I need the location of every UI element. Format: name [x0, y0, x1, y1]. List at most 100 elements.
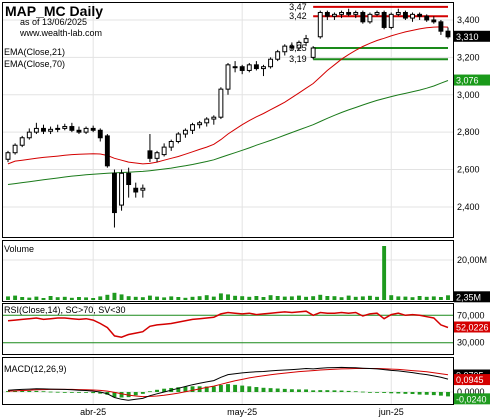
price-tick-label: 2,600 [457, 165, 480, 175]
candle [445, 27, 451, 39]
volume-bar [389, 295, 394, 300]
ema21-line [7, 26, 449, 165]
candle-up-body [388, 13, 394, 28]
price-last-badge: 3,310 [454, 30, 490, 42]
candle-up-body [296, 41, 302, 49]
macd-histogram-bar [311, 390, 316, 392]
volume-title: Volume [4, 244, 34, 254]
candle-down-body [133, 187, 139, 193]
candle [332, 12, 337, 20]
candle-up-body [225, 64, 231, 90]
candle [5, 150, 11, 163]
candle-up-body [83, 127, 89, 133]
macd-histogram-bar [155, 389, 159, 392]
candle-up-body [211, 116, 217, 120]
candle [246, 62, 252, 73]
macd-histogram-bar [389, 392, 394, 394]
level-annotation: 3,47 [289, 2, 307, 12]
volume-bar [261, 297, 266, 300]
candle [303, 34, 309, 47]
volume-bar [424, 296, 429, 300]
candle [225, 62, 231, 95]
candle-down-body [112, 172, 117, 214]
candle [424, 14, 430, 22]
macd-histogram-bar [268, 388, 273, 392]
volume-bars [6, 246, 450, 300]
volume-bar [162, 297, 167, 300]
price-tick-label: 3,000 [457, 90, 480, 100]
macd-title: MACD(12,26,9) [4, 364, 67, 374]
price-tick-label: 2,400 [457, 202, 480, 212]
price-grid [3, 3, 453, 237]
ema70-last-badge: 3,076 [454, 74, 490, 86]
price-ema-lines [7, 26, 449, 185]
candle-down-body [431, 19, 437, 23]
legend-ema70: EMA(Close,70) [4, 59, 65, 69]
candle-up-body [26, 131, 32, 139]
signal-last-badge-text: 0,0945 [456, 375, 484, 385]
date-label: may-25 [227, 407, 257, 417]
volume-tick-label: 20,00M [457, 255, 487, 265]
volume-bar [55, 297, 60, 300]
signal-last-badge-bg [454, 374, 490, 386]
price-tick-label: 2,800 [457, 127, 480, 137]
macd-histogram-bar [375, 392, 379, 393]
macd-histogram-bar [403, 392, 408, 394]
candle [33, 122, 39, 135]
right-axis: 2,400 2,600 2,800 3,000 3,200 3,400 20,00M 70,0… [457, 15, 487, 397]
rsi-grid [3, 304, 453, 354]
candle [353, 10, 359, 19]
volume-bar [282, 296, 287, 300]
volume-bar [34, 296, 39, 300]
candle-down-body [97, 129, 103, 139]
level-annotation: 3,19 [289, 54, 307, 64]
volume-bar [69, 297, 74, 300]
candle-up-body [268, 58, 274, 68]
volume-bar [311, 296, 316, 300]
candle-down-body [69, 126, 75, 131]
macd-histogram-bar [233, 384, 238, 392]
volume-bar [41, 298, 46, 300]
volume-bar [140, 297, 145, 300]
candle-up-body [410, 13, 415, 19]
volume-bar [133, 296, 138, 300]
candle [402, 10, 408, 20]
volume-bar [119, 294, 124, 300]
macd-histogram-bar [367, 392, 372, 393]
volume-bar [254, 296, 259, 300]
candle [324, 10, 330, 20]
candle-up-body [12, 144, 18, 154]
volume-last-badge-bg [454, 291, 490, 303]
macd-histogram-bar [112, 392, 117, 398]
macd-histogram-bar [41, 391, 46, 393]
candle [388, 12, 394, 30]
candle-up-body [119, 172, 124, 206]
rsi-last-badge-bg [454, 321, 490, 333]
candle-down-body [104, 135, 110, 167]
volume-bar [105, 294, 110, 300]
macd-histogram-bar [126, 392, 131, 398]
candle-up-body [332, 13, 337, 17]
candle-up-body [168, 141, 174, 148]
ema70-last-badge-text: 3,076 [456, 76, 479, 86]
candle-up-body [246, 64, 252, 71]
candle [112, 169, 117, 228]
candle-down-body [239, 66, 245, 71]
volume-bar [91, 298, 96, 300]
histogram-last-badge-bg [454, 393, 490, 405]
macd-panel-frame [2, 357, 454, 405]
volume-last-badge: 2,35M [454, 291, 490, 303]
macd-histogram-bar [140, 392, 145, 394]
candle-up-body [282, 45, 288, 53]
candle-down-body [76, 129, 82, 133]
volume-bar [431, 296, 436, 300]
candle [69, 122, 75, 133]
signal-last-badge: 0,0945 [454, 374, 490, 386]
candle-down-body [360, 11, 366, 23]
macd-histogram-bar [240, 385, 245, 392]
candle-up-body [55, 127, 61, 130]
macd-histogram-bar [275, 388, 280, 392]
price-last-badge-bg [454, 30, 490, 42]
candle [232, 61, 238, 73]
